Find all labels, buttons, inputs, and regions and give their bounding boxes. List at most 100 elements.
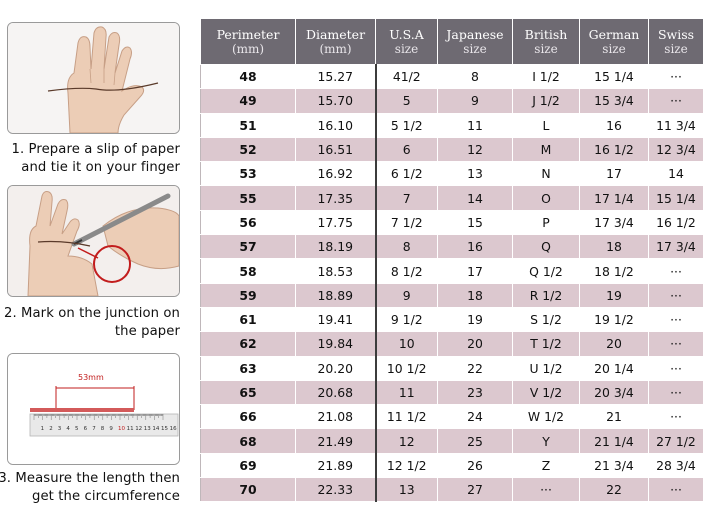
cell-german: 18 1/2	[579, 258, 649, 284]
cell-german: 15 3/4	[579, 88, 649, 114]
cell-japanese: 18	[437, 282, 513, 308]
header-diameter-title: Diameter	[305, 26, 366, 42]
ruler-tick-label: 1	[41, 426, 45, 432]
cell-british: Q	[512, 234, 580, 260]
cell-german: 19 1/2	[579, 306, 649, 333]
cell-perimeter: 63	[200, 355, 296, 381]
table-row: 70 22.33 13 27 ··· 22 ···	[200, 477, 704, 503]
ruler-tick-label: 2	[49, 426, 53, 432]
table-row: 53 16.92 6 1/2 13 N 17 14	[200, 161, 704, 187]
step1-image-hand-with-string	[7, 22, 180, 134]
cell-german: 17 3/4	[579, 209, 649, 236]
cell-british: R 1/2	[512, 282, 580, 308]
step2-caption: 2. Mark on the junction on the paper	[0, 305, 180, 341]
cell-japanese: 8	[437, 63, 513, 90]
cell-british: T 1/2	[512, 331, 580, 357]
ruler-tick-label: 6	[84, 426, 88, 432]
cell-swiss: ···	[648, 404, 704, 430]
table-row: 56 17.75 7 1/2 15 P 17 3/4 16 1/2	[200, 209, 704, 236]
cell-perimeter: 49	[200, 88, 296, 114]
cell-usa: 12 1/2	[374, 452, 438, 479]
cell-japanese: 27	[437, 477, 513, 503]
cell-perimeter: 53	[200, 161, 296, 187]
table-row: 48 15.27 41/2 8 I 1/2 15 1/4 ···	[200, 63, 704, 90]
cell-perimeter: 68	[200, 428, 296, 454]
cell-japanese: 14	[437, 185, 513, 211]
cell-perimeter: 57	[200, 234, 296, 260]
header-swiss-title: Swiss	[657, 26, 695, 42]
table-row: 62 19.84 10 20 T 1/2 20 ···	[200, 331, 704, 357]
cell-british: P	[512, 209, 580, 236]
table-row: 69 21.89 12 1/2 26 Z 21 3/4 28 3/4	[200, 452, 704, 479]
cell-japanese: 15	[437, 209, 513, 236]
step3-image-ruler: 53mm 1 2 3 4 5 6 7 8 9 10 11 12 13 14 15 16	[7, 353, 180, 465]
step2-caption-line1: 2. Mark on the junction on	[3, 306, 180, 321]
cell-swiss: ···	[648, 88, 704, 114]
cell-japanese: 23	[437, 379, 513, 406]
cell-diameter: 21.08	[295, 404, 376, 430]
cell-diameter: 21.89	[295, 452, 376, 479]
cell-swiss: 12 3/4	[648, 136, 704, 163]
cell-swiss: ···	[648, 355, 704, 381]
hand-string-illustration	[8, 23, 179, 133]
cell-diameter: 18.19	[295, 234, 376, 260]
header-usa-title: U.S.A	[389, 26, 424, 42]
cell-swiss: 11 3/4	[648, 112, 704, 138]
cell-usa: 9 1/2	[374, 306, 438, 333]
header-japanese: Japanese size	[437, 18, 513, 65]
cell-japanese: 19	[437, 306, 513, 333]
cell-german: 16 1/2	[579, 136, 649, 163]
cell-swiss: 14	[648, 161, 704, 187]
step2-image-marking-pen	[7, 185, 180, 297]
cell-swiss: ···	[648, 258, 704, 284]
cell-british: I 1/2	[512, 63, 580, 90]
cell-japanese: 20	[437, 331, 513, 357]
header-swiss-unit: size	[664, 41, 688, 56]
header-british-title: British	[524, 26, 568, 42]
header-german-unit: size	[602, 41, 626, 56]
pen-marking-illustration	[8, 186, 179, 296]
cell-british: N	[512, 161, 580, 187]
cell-german: 22	[579, 477, 649, 503]
cell-japanese: 24	[437, 404, 513, 430]
cell-german: 16	[579, 112, 649, 138]
cell-diameter: 15.70	[295, 88, 376, 114]
cell-swiss: 16 1/2	[648, 209, 704, 236]
ruler-tick-label: 15	[161, 426, 168, 432]
ruler-tick-marks: 1 2 3 4 5 6 7 8 9 10 11 12 13 14 15 16	[33, 414, 177, 432]
cell-british: U 1/2	[512, 355, 580, 381]
cell-swiss: 17 3/4	[648, 234, 704, 260]
header-diameter: Diameter (mm)	[295, 18, 376, 65]
cell-swiss: ···	[648, 306, 704, 333]
table-row: 59 18.89 9 18 R 1/2 19 ···	[200, 282, 704, 308]
cell-swiss: ···	[648, 63, 704, 90]
ruler-illustration: 53mm 1 2 3 4 5 6 7 8 9 10 11 12 13 14 15 16	[8, 354, 179, 464]
cell-perimeter: 69	[200, 452, 296, 479]
cell-perimeter: 66	[200, 404, 296, 430]
cell-swiss: ···	[648, 477, 704, 503]
cell-swiss: ···	[648, 379, 704, 406]
ring-size-table: Perimeter (mm) Diameter (mm) U.S.A size Japane…	[200, 18, 704, 503]
cell-usa: 8	[374, 234, 438, 260]
cell-german: 17 1/4	[579, 185, 649, 211]
cell-perimeter: 52	[200, 136, 296, 163]
ruler-tick-label: 12	[135, 426, 142, 432]
ruler-tick-label: 8	[101, 426, 105, 432]
cell-usa: 10	[374, 331, 438, 357]
cell-british: ···	[512, 477, 580, 503]
cell-perimeter: 62	[200, 331, 296, 357]
cell-perimeter: 61	[200, 306, 296, 333]
cell-japanese: 17	[437, 258, 513, 284]
header-perimeter: Perimeter (mm)	[200, 18, 296, 65]
cell-japanese: 16	[437, 234, 513, 260]
cell-diameter: 20.68	[295, 379, 376, 406]
cell-british: L	[512, 112, 580, 138]
cell-german: 21	[579, 404, 649, 430]
cell-usa: 6	[374, 136, 438, 163]
cell-diameter: 16.51	[295, 136, 376, 163]
ruler-tick-label: 13	[144, 426, 151, 432]
header-british-unit: size	[534, 41, 558, 56]
table-row: 51 16.10 5 1/2 11 L 16 11 3/4	[200, 112, 704, 138]
cell-swiss: 15 1/4	[648, 185, 704, 211]
cell-diameter: 16.10	[295, 112, 376, 138]
